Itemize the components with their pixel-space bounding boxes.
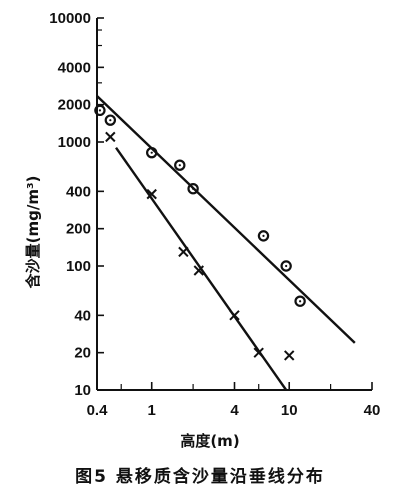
y-tick-label: 10000 (49, 10, 91, 27)
x-tick-label: 40 (364, 402, 381, 419)
circle-marker (280, 260, 292, 272)
circle-marker-ring (280, 260, 292, 272)
fit-line (96, 95, 356, 344)
circle-marker-dot (150, 151, 153, 154)
x-tick-label: 0.4 (87, 402, 109, 419)
x-marker (193, 265, 205, 276)
x-marker (284, 350, 295, 361)
ticks: 10 20 40 100 200 400 1000 2000 4000 10000 0.4 1 4 10 4… (49, 10, 380, 419)
x-tick-label: 10 (281, 402, 298, 419)
circle-marker-dot (98, 109, 102, 112)
data-points (94, 104, 306, 361)
y-tick-label: 1000 (58, 134, 91, 151)
circle-marker-dot (109, 119, 112, 122)
circle-marker (174, 159, 186, 171)
circle-marker-ring (257, 230, 270, 242)
y-tick-label: 200 (66, 221, 91, 238)
circle-marker-ring (94, 104, 106, 117)
y-tick-label: 400 (66, 183, 91, 200)
circle-marker (187, 183, 199, 195)
y-axis-title: 含沙量(mg/m³) (24, 176, 42, 289)
circle-marker-ring (174, 159, 186, 171)
x-axis-title: 高度(m) (180, 432, 239, 450)
circle-marker (94, 104, 106, 117)
x-marker (178, 246, 189, 258)
circle-marker-ring (104, 114, 117, 126)
x-marker (229, 310, 240, 321)
x-marker-stroke (229, 310, 240, 321)
circle-marker-ring (146, 146, 158, 159)
x-marker-stroke (193, 265, 205, 276)
circle-marker (146, 146, 158, 159)
x-marker (146, 188, 157, 200)
y-tick-label: 2000 (58, 97, 91, 114)
x-tick-label: 1 (148, 402, 156, 419)
circle-marker-dot (285, 264, 288, 268)
circle-marker-dot (299, 300, 302, 303)
fit-lines (96, 95, 356, 391)
x-marker-stroke (178, 246, 189, 258)
x-marker-stroke (105, 131, 116, 143)
y-tick-label: 4000 (58, 59, 91, 76)
x-marker (105, 131, 116, 143)
circle-marker (257, 230, 270, 242)
figure-caption: 图5 悬移质含沙量沿垂线分布 (75, 466, 325, 487)
circle-marker-dot (192, 187, 195, 190)
circle-marker-ring (187, 183, 199, 195)
x-tick-label: 4 (230, 402, 239, 419)
axes (96, 18, 372, 391)
x-marker-stroke (253, 347, 264, 358)
circle-marker-dot (262, 234, 265, 237)
circle-marker-dot (178, 164, 181, 167)
y-tick-label: 40 (74, 307, 91, 324)
y-tick-label: 100 (66, 258, 91, 275)
y-tick-label: 20 (74, 345, 91, 362)
circle-marker (294, 295, 306, 307)
y-tick-label: 10 (74, 382, 91, 399)
circle-marker (104, 114, 117, 126)
x-marker-stroke (146, 188, 157, 200)
x-marker (253, 347, 264, 358)
circle-marker-ring (294, 295, 306, 307)
x-marker-stroke (284, 350, 295, 361)
